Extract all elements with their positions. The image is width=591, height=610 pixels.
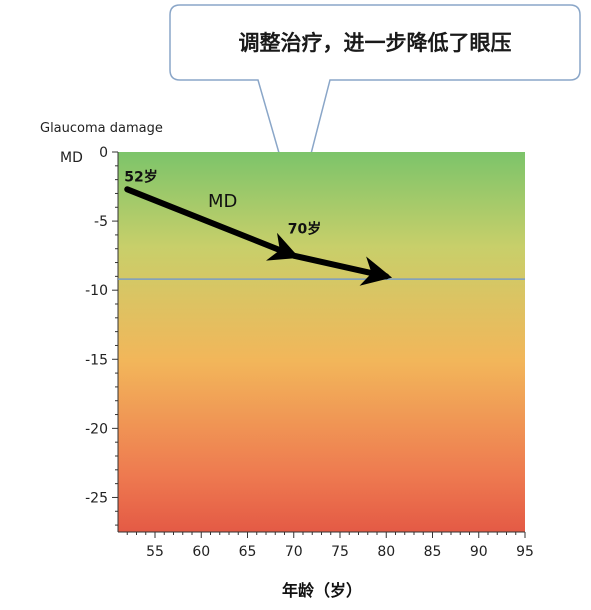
y-tick-label: -15 (85, 352, 108, 368)
y-tick-label: -20 (85, 421, 108, 437)
series-label-md: MD (208, 191, 237, 212)
y-tick-label: -5 (94, 214, 108, 230)
callout: 调整治疗，进一步降低了眼压 (169, 4, 581, 215)
y-tick-label: -10 (85, 283, 108, 299)
x-tick-label: 55 (146, 544, 164, 560)
callout-text: 调整治疗，进一步降低了眼压 (239, 31, 512, 55)
x-tick-label: 75 (331, 544, 349, 560)
callout-bubble (169, 4, 581, 215)
x-tick-label: 60 (192, 544, 210, 560)
series-md (124, 186, 393, 286)
y-axis-title: Glaucoma damage (40, 121, 163, 136)
y-tick-label: -25 (85, 490, 108, 506)
x-tick-label: 85 (424, 544, 442, 560)
trend-arrow-segment (124, 186, 300, 261)
y-axis-unit: MD (60, 150, 83, 166)
annotation-70: 70岁 (288, 221, 321, 238)
x-tick-label: 65 (239, 544, 257, 560)
x-tick-label: 70 (285, 544, 303, 560)
y-tick-label: 0 (99, 145, 108, 161)
trend-arrow-segment (290, 252, 393, 286)
ticks: 0 -5 -10 -15 -20 -25 55 60 65 70 75 80 85 90 95 (85, 145, 534, 560)
annotation-52: 52岁 (124, 168, 157, 185)
x-tick-label: 80 (377, 544, 395, 560)
x-tick-label: 95 (516, 544, 534, 560)
x-tick-label: 90 (470, 544, 488, 560)
x-axis-label: 年龄（岁） (282, 581, 362, 600)
